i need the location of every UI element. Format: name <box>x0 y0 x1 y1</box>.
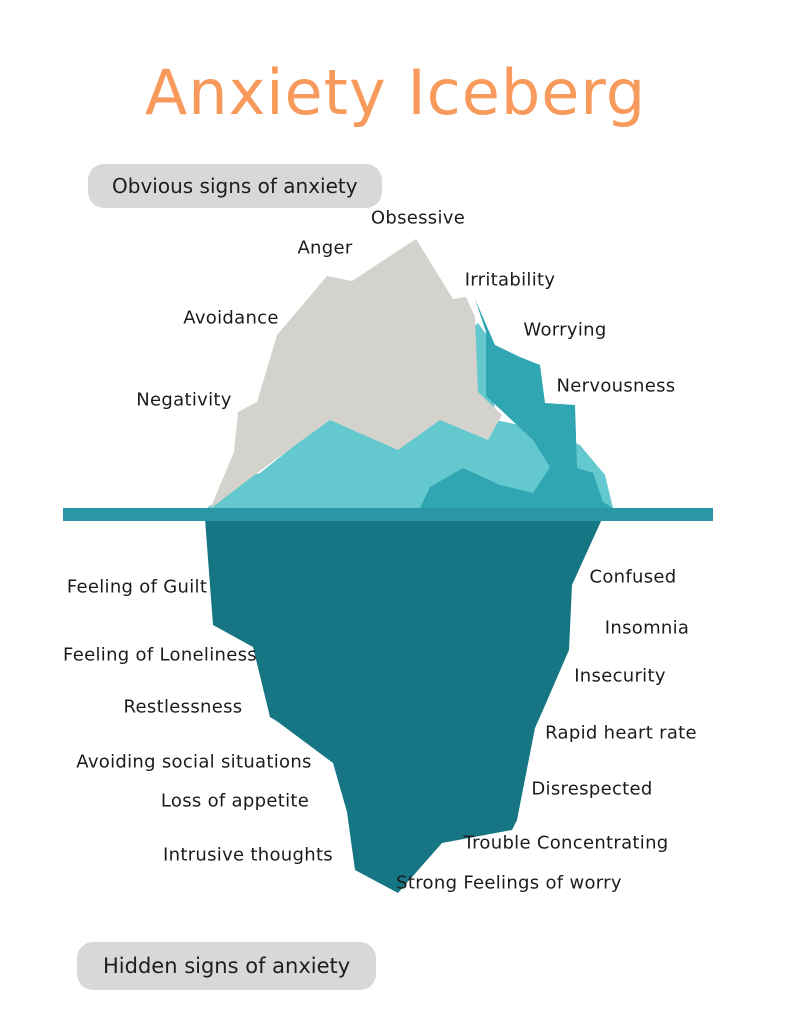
iceberg-label-below-water: Strong Feelings of worry <box>396 872 622 894</box>
iceberg-label-below-water: Avoiding social situations <box>76 751 312 773</box>
iceberg-above-light-teal-shape <box>207 323 613 508</box>
iceberg-label-above-water: Negativity <box>136 389 232 411</box>
iceberg-label-above-water: Obsessive <box>370 207 466 229</box>
iceberg-label-above-water: Nervousness <box>556 375 676 397</box>
iceberg-label-below-water: Loss of appetite <box>160 790 310 812</box>
iceberg-label-below-water: Insomnia <box>604 617 690 639</box>
waterline-bar <box>63 508 713 521</box>
iceberg-label-below-water: Feeling of Guilt <box>66 576 208 598</box>
iceberg-label-above-water: Worrying <box>523 319 607 341</box>
iceberg-label-below-water: Confused <box>589 566 677 588</box>
iceberg-label-below-water: Intrusive thoughts <box>163 844 333 866</box>
iceberg-above-gray-shape <box>210 239 502 509</box>
hidden-signs-badge: Hidden signs of anxiety <box>77 942 377 990</box>
iceberg-label-below-water: Feeling of Loneliness <box>63 644 257 666</box>
iceberg-above-medium-teal-shape <box>420 299 613 508</box>
iceberg-label-above-water: Irritability <box>464 269 556 291</box>
page-title: Anxiety Iceberg <box>144 56 647 129</box>
iceberg-label-below-water: Restlessness <box>123 696 243 718</box>
iceberg-label-below-water: Trouble Concentrating <box>463 832 669 854</box>
iceberg-label-above-water: Avoidance <box>183 307 279 329</box>
iceberg-label-below-water: Disrespected <box>531 778 653 800</box>
iceberg-label-below-water: Insecurity <box>574 665 666 687</box>
obvious-signs-badge: Obvious signs of anxiety <box>88 164 382 208</box>
iceberg-label-below-water: Rapid heart rate <box>545 722 697 744</box>
iceberg-label-above-water: Anger <box>297 237 353 259</box>
iceberg-underwater-shape <box>205 519 602 893</box>
